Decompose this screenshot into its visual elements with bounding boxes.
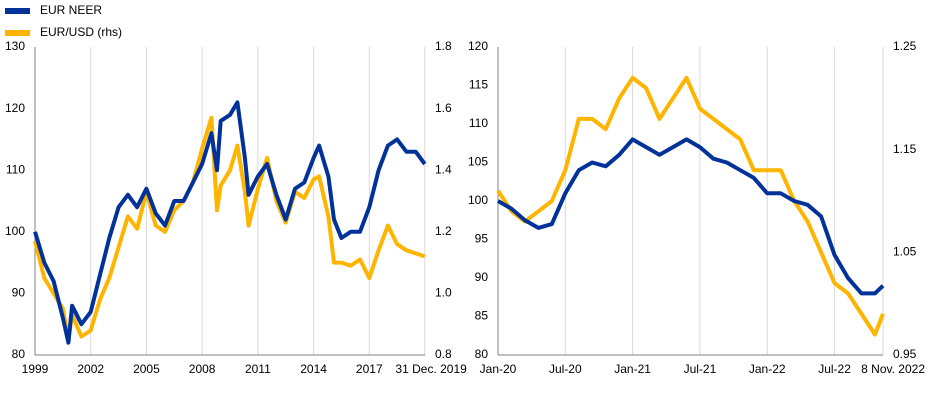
y2-tick-label: 1.6 [435,101,452,115]
x-tick-label: Jul-20 [549,362,582,376]
y2-tick-label: 1.15 [893,142,917,156]
y-tick-label: 100 [5,224,25,238]
y-tick-label: 85 [475,309,489,323]
y2-tick-label: 1.2 [435,224,452,238]
y-tick-label: 90 [12,286,26,300]
y2-tick-label: 1.05 [893,245,917,259]
x-tick-label: Jan-22 [749,362,786,376]
y-tick-label: 120 [468,39,488,53]
x-tick-label: 2017 [356,362,383,376]
legend-label: EUR/USD (rhs) [40,25,122,39]
y-tick-label: 95 [475,232,489,246]
y-tick-label: 130 [5,39,25,53]
x-tick-label: 1999 [22,362,49,376]
x-tick-label: 2002 [77,362,104,376]
y2-tick-label: 0.8 [435,347,452,361]
series-line [496,75,885,337]
y-tick-label: 105 [468,155,488,169]
x-tick-label: 2014 [300,362,327,376]
x-tick-label: Jul-22 [818,362,851,376]
series-line [33,115,426,342]
y-tick-label: 80 [475,347,489,361]
y-tick-label: 100 [468,193,488,207]
y-tick-label: 80 [12,347,26,361]
y2-tick-label: 1.25 [893,39,917,53]
legend-swatch [5,8,30,14]
y2-tick-label: 1.4 [435,162,452,176]
y2-tick-label: 0.95 [893,347,917,361]
y-tick-label: 120 [5,101,25,115]
y2-tick-label: 1.8 [435,39,452,53]
x-tick-label: Jul-21 [684,362,717,376]
x-tick-label: 8 Nov. 2022 [861,362,925,376]
x-tick-label: 31 Dec. 2019 [395,362,467,376]
y-tick-label: 115 [469,78,488,92]
y2-tick-label: 1.0 [435,286,452,300]
series-line [497,137,885,296]
y-tick-label: 110 [469,116,488,130]
x-tick-label: 2005 [133,362,160,376]
y-tick-label: 110 [6,162,25,176]
x-tick-label: 2011 [245,362,271,376]
series-line [33,100,427,345]
x-tick-label: 2008 [189,362,216,376]
x-tick-label: Jan-20 [480,362,517,376]
legend-label: EUR NEER [40,3,102,17]
legend-swatch [5,30,30,36]
x-tick-label: Jan-21 [614,362,651,376]
y-tick-label: 90 [475,270,489,284]
